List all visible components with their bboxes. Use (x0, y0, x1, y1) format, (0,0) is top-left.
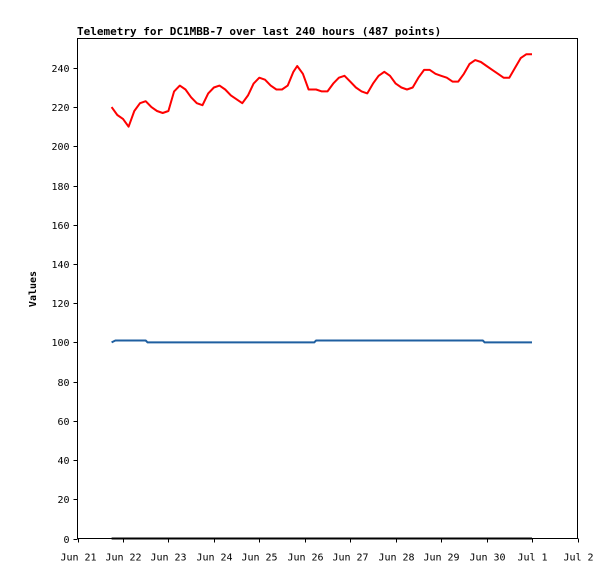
x-tick-label: Jun 26 (287, 553, 323, 564)
x-tick-label: Jun 25 (241, 553, 277, 564)
y-tick-label: 180 (51, 182, 69, 193)
y-tick-label: 160 (51, 221, 69, 232)
x-tick-label: Jun 24 (196, 553, 232, 564)
x-axis: Jun 21 Jun 22 Jun 23 Jun 24 Jun 25 Jun 26 Jun … (60, 538, 594, 564)
x-tick-label: Jun 28 (378, 553, 414, 564)
y-tick-label: 80 (57, 378, 69, 389)
x-tick-label: Jun 27 (332, 553, 368, 564)
x-tick-label: Jun 23 (150, 553, 186, 564)
series-layer (110, 53, 532, 540)
y-tick-label: 140 (51, 260, 69, 271)
x-tick-label: Jun 22 (105, 553, 141, 564)
y-tick-label: 60 (57, 417, 69, 428)
chart-title: Telemetry for DC1MBB-7 over last 240 hou… (77, 25, 441, 38)
y-tick-label: 120 (51, 299, 69, 310)
y-tick-label: 0 (63, 535, 69, 546)
y-tick-label: 40 (57, 456, 69, 467)
y-tick-label: 220 (51, 103, 69, 114)
x-tick-label: Jun 21 (60, 553, 96, 564)
plot-frame (77, 38, 578, 539)
x-tick-label: Jun 30 (469, 553, 505, 564)
x-tick-label: Jul 2 (563, 553, 593, 564)
y-tick-label: 240 (51, 64, 69, 75)
y-tick-label: 20 (57, 495, 69, 506)
y-axis-label: Values (28, 271, 39, 307)
y-axis: 0 20 40 60 80 100 120 140 160 180 200 220 240 (51, 64, 78, 546)
series-line-2 (111, 339, 532, 344)
series-line-1 (110, 53, 532, 128)
x-tick-label: Jul 1 (517, 553, 547, 564)
x-tick-label: Jun 29 (423, 553, 459, 564)
y-tick-label: 200 (51, 142, 69, 153)
y-tick-label: 100 (51, 338, 69, 349)
